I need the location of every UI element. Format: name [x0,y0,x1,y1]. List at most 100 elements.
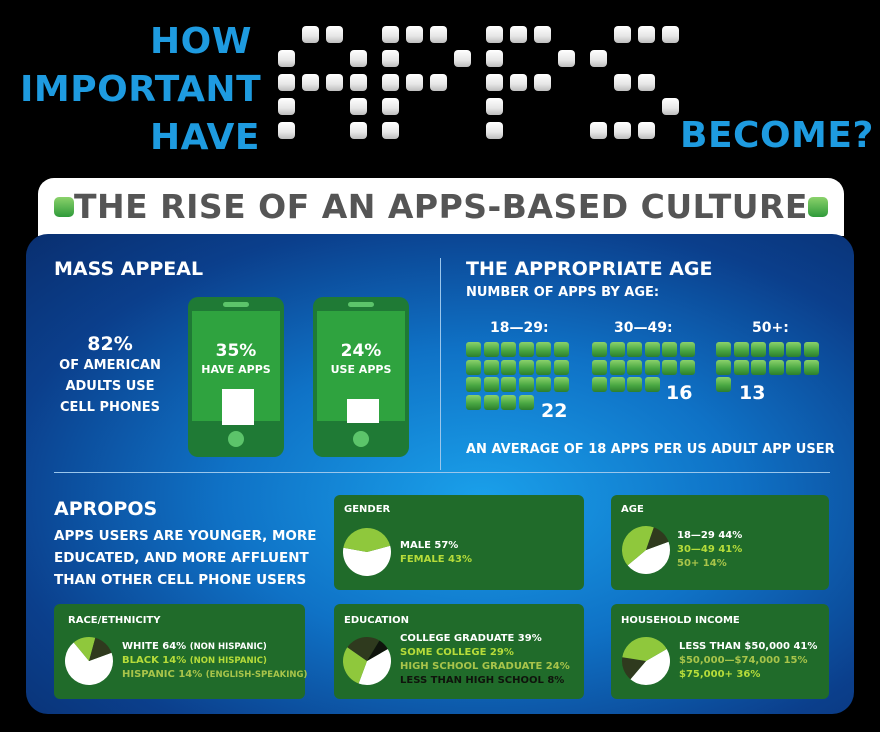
gender-box: GENDER MALE 57% FEMALE 43% [334,495,584,590]
app-square-30-49 [609,359,625,375]
average-apps-note: AN AVERAGE OF 18 APPS PER US ADULT APP U… [466,442,835,457]
app-square-50-plus [786,359,801,375]
appropriate-age-subtitle: NUMBER OF APPS BY AGE: [466,285,660,300]
pie-slice-3-3 [367,640,388,661]
apps-logo-dot [382,26,399,43]
legend-entry-male: MALE 57% [400,540,459,551]
age-pie-chart [622,526,670,574]
app-square-18-29 [466,359,481,375]
phone-home-button [353,431,369,447]
apps-logo-dot [590,50,607,67]
cell-phone-pct: 82% [87,333,133,355]
legend-white-note: (NON HISPANIC) [189,642,267,652]
app-square-18-29 [483,394,499,410]
race-ethnicity-legend: WHITE 64% (NON HISPANIC) BLACK 14% (NON … [122,640,307,682]
legend-entry-18-29: 18—29 44% [677,530,743,541]
app-square-18-29 [466,377,481,392]
apps-logo-dot [638,26,655,43]
app-square-50-plus [768,342,784,357]
apps-logo-dot [278,98,295,115]
pie-slice-0-0 [343,545,391,576]
app-square-30-49 [662,359,677,375]
title-banner: THE RISE OF AN APPS-BASED CULTURE [38,178,844,236]
race-ethnicity-pie-chart [65,637,113,685]
household-income-legend: LESS THAN $50,000 41% $50,000—$74,000 15… [679,640,817,682]
app-square-18-29 [466,342,481,357]
apps-logo-dot [430,74,447,91]
pie-slice-4-0 [630,649,670,685]
age-group-label-50-plus: 50+: [752,320,789,336]
green-square-icon [808,197,828,217]
phone-speaker [223,302,249,307]
apropos-line-1: APPS USERS ARE YOUNGER, MORE [54,528,317,544]
app-square-30-49 [679,359,695,375]
pie-slice-3-1 [343,647,367,684]
apps-logo-dot [486,122,503,139]
apps-logo-dot [534,74,551,91]
apropos-line-2: EDUCATED, AND MORE AFFLUENT [54,550,309,566]
legend-white-label: WHITE 64% [122,641,187,652]
app-square-30-49 [644,359,660,375]
apps-logo-dot [454,50,471,67]
app-square-30-49 [644,342,660,357]
apropos-body: APPS USERS ARE YOUNGER, MORE EDUCATED, A… [54,525,324,591]
mass-appeal-title: MASS APPEAL [54,258,204,280]
race-ethnicity-box: RACE/ETHNICITY WHITE 64% (NON HISPANIC) … [54,604,307,699]
app-square-50-plus [716,377,731,392]
phone-white-box [222,389,254,425]
legend-entry-high-school-graduate: HIGH SCHOOL GRADUATE 24% [400,661,570,672]
app-square-50-plus [716,359,731,375]
household-income-box: HOUSEHOLD INCOME LESS THAN $50,000 41% $… [611,604,829,699]
apps-logo-dot [638,122,655,139]
pie-slice-1-0 [627,541,670,574]
app-square-30-49 [592,342,607,357]
phone-screen: 24% USE APPS [317,311,405,423]
app-square-50-plus [786,342,801,357]
legend-hispanic-note: (ENGLISH-SPEAKING) [205,670,308,680]
apps-logo-dot [486,50,503,67]
apps-logo-dot [326,74,343,91]
household-income-title: HOUSEHOLD INCOME [621,615,740,626]
apps-logo-dot [382,74,399,91]
gender-legend: MALE 57% FEMALE 43% [400,539,472,567]
apps-logo-dot [278,50,295,67]
legend-entry-30-49: 30—49 41% [677,544,743,555]
age-count-30-49: 16 [666,382,693,404]
pie-slice-1-2 [646,527,669,550]
legend-entry-50-plus: 50+ 14% [677,558,727,569]
apps-logo-dot [382,50,399,67]
apps-logo-dot [302,74,319,91]
legend-entry-some-college: SOME COLLEGE 29% [400,647,514,658]
app-square-30-49 [609,377,625,392]
pie-slice-0-1 [343,528,391,552]
have-apps-label: HAVE APPS [201,363,271,376]
app-square-18-29 [501,342,516,357]
app-square-30-49 [592,377,607,392]
app-square-50-plus [751,359,766,375]
apps-logo-dot [486,26,503,43]
legend-hispanic-label: HISPANIC 14% [122,669,203,680]
app-square-50-plus [768,359,784,375]
phone-speaker [348,302,374,307]
legend-entry-hispanic: HISPANIC 14% (ENGLISH-SPEAKING) [122,668,307,682]
cell-phone-label-2: ADULTS USE [65,379,155,394]
phone-have-apps: 35% HAVE APPS [188,297,284,457]
header-important: IMPORTANT [20,69,262,110]
app-square-30-49 [662,342,677,357]
gender-pie-chart [343,528,391,576]
apps-logo-dot [350,122,367,139]
apps-logo-dot [614,122,631,139]
app-square-18-29 [518,377,534,392]
app-square-18-29 [536,342,551,357]
pie-slice-4-2 [622,637,667,661]
app-square-18-29 [518,394,534,410]
app-square-18-29 [553,377,569,392]
apps-logo-dot [278,74,295,91]
use-apps-pct: 24% [340,341,382,361]
education-legend: COLLEGE GRADUATE 39% SOME COLLEGE 29% HI… [400,632,570,688]
app-square-30-49 [644,377,660,392]
app-square-50-plus [751,342,766,357]
apps-logo-dot [406,74,423,91]
apps-logo-dot [510,26,527,43]
banner-title: THE RISE OF AN APPS-BASED CULTURE [74,187,808,226]
